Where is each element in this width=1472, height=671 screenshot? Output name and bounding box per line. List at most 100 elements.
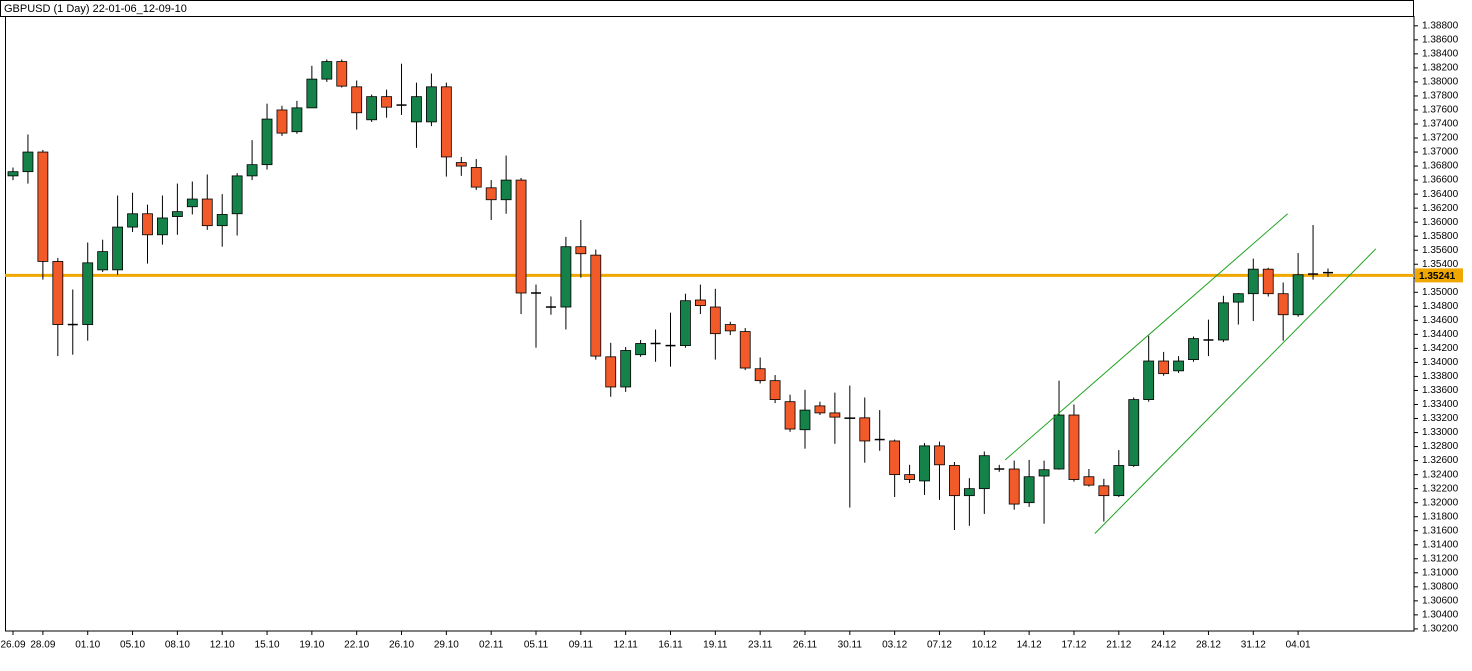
x-tick-label: 30.11 bbox=[838, 640, 863, 651]
candle-body bbox=[7, 171, 19, 177]
y-tick-label: 1.31600 bbox=[1422, 525, 1459, 536]
y-tick-label: 1.38800 bbox=[1422, 20, 1459, 31]
x-tick-label: 08.10 bbox=[165, 640, 190, 651]
x-tick-label: 26.10 bbox=[389, 640, 414, 651]
x-tick-label: 04.01 bbox=[1286, 640, 1311, 651]
x-tick-label: 10.12 bbox=[972, 640, 997, 651]
trend-line bbox=[1004, 213, 1288, 461]
candle-body bbox=[52, 261, 64, 325]
candle-body bbox=[978, 455, 990, 490]
candle-body bbox=[426, 86, 437, 123]
x-tick-label: 01.10 bbox=[75, 640, 100, 651]
candle-body bbox=[754, 368, 766, 382]
x-tick-label: 26.09 bbox=[0, 640, 25, 651]
y-tick-label: 1.37600 bbox=[1422, 105, 1459, 116]
candle-body bbox=[963, 488, 975, 497]
candle-body bbox=[171, 211, 183, 217]
y-tick-label: 1.38400 bbox=[1422, 49, 1459, 60]
candle-body bbox=[590, 254, 602, 357]
candle-body bbox=[276, 109, 288, 134]
x-tick-label: 19.11 bbox=[703, 640, 728, 651]
x-tick-label: 12.11 bbox=[614, 640, 639, 651]
x-tick-label: 26.11 bbox=[793, 640, 818, 651]
y-tick-label: 1.33800 bbox=[1422, 371, 1459, 382]
candle-body bbox=[127, 213, 138, 228]
y-tick-label: 1.31000 bbox=[1422, 567, 1459, 578]
candle-body bbox=[112, 226, 124, 271]
y-tick-label: 1.33600 bbox=[1422, 385, 1459, 396]
x-tick-label: 14.12 bbox=[1017, 640, 1042, 651]
y-tick-label: 1.34600 bbox=[1422, 315, 1459, 326]
candle-body bbox=[470, 167, 482, 188]
candle-body bbox=[620, 350, 632, 388]
y-tick-label: 1.34400 bbox=[1422, 329, 1459, 340]
y-tick-label: 1.37800 bbox=[1422, 91, 1459, 102]
candle-body bbox=[485, 187, 497, 201]
y-tick-label: 1.31800 bbox=[1422, 511, 1459, 522]
candle-body bbox=[321, 61, 333, 80]
candle-body bbox=[186, 198, 198, 208]
candle-body bbox=[246, 164, 258, 177]
candle-body bbox=[22, 151, 34, 173]
y-tick-label: 1.32800 bbox=[1422, 441, 1459, 452]
y-tick-label: 1.35600 bbox=[1422, 245, 1459, 256]
y-tick-label: 1.34200 bbox=[1422, 343, 1459, 354]
candle-body bbox=[1173, 360, 1184, 372]
candle-body bbox=[859, 417, 871, 442]
candle-body bbox=[1113, 465, 1125, 497]
candle-body bbox=[1083, 476, 1095, 486]
candle-body bbox=[1023, 476, 1035, 504]
x-tick-label: 22.10 bbox=[344, 640, 369, 651]
plot-frame bbox=[5, 16, 1415, 632]
y-tick-label: 1.38000 bbox=[1422, 77, 1459, 88]
candle-body bbox=[1098, 485, 1110, 497]
y-tick-label: 1.30400 bbox=[1422, 610, 1459, 621]
y-tick-label: 1.35800 bbox=[1422, 231, 1459, 242]
candle-body bbox=[366, 96, 378, 121]
y-tick-label: 1.30800 bbox=[1422, 581, 1459, 592]
x-tick-label: 05.10 bbox=[120, 640, 145, 651]
candle-body bbox=[351, 86, 363, 114]
candle-body bbox=[1008, 468, 1020, 505]
candle-body bbox=[1143, 360, 1155, 400]
candle-body bbox=[1188, 338, 1199, 361]
candle-body bbox=[560, 246, 572, 308]
candle-body bbox=[216, 214, 228, 227]
y-tick-label: 1.32200 bbox=[1422, 483, 1459, 494]
title-bar bbox=[0, 0, 1414, 17]
chart-title: GBPUSD (1 Day) 22-01-06_12-09-10 bbox=[4, 3, 187, 15]
candle-body bbox=[291, 107, 303, 133]
candle-body bbox=[515, 179, 527, 294]
y-tick-label: 1.33400 bbox=[1422, 399, 1459, 410]
candle-body bbox=[934, 445, 945, 466]
candle-body bbox=[814, 405, 826, 414]
candle-body bbox=[889, 440, 901, 476]
candle-body bbox=[500, 179, 512, 201]
candle-body bbox=[829, 412, 841, 418]
candle-body bbox=[1247, 268, 1259, 295]
x-tick-label: 28.09 bbox=[30, 640, 55, 651]
x-tick-label: 28.12 bbox=[1196, 640, 1221, 651]
x-tick-label: 03.12 bbox=[882, 640, 907, 651]
candle-body bbox=[1128, 399, 1140, 466]
candle-body bbox=[306, 78, 318, 109]
candle-body bbox=[844, 417, 856, 419]
y-tick-label: 1.37400 bbox=[1422, 119, 1459, 130]
y-tick-label: 1.34000 bbox=[1422, 357, 1459, 368]
candle-body bbox=[1277, 293, 1289, 316]
y-tick-label: 1.37000 bbox=[1422, 147, 1459, 158]
candle-body bbox=[201, 198, 213, 227]
candle-body bbox=[575, 246, 587, 255]
y-tick-label: 1.36600 bbox=[1422, 175, 1459, 186]
x-tick-label: 16.11 bbox=[658, 640, 683, 651]
y-tick-label: 1.32600 bbox=[1422, 455, 1459, 466]
y-tick-label: 1.32400 bbox=[1422, 469, 1459, 480]
candle-body bbox=[142, 213, 153, 236]
candle-body bbox=[97, 251, 109, 271]
candle-body bbox=[799, 409, 811, 431]
candle-body bbox=[261, 118, 273, 166]
candle-body bbox=[769, 380, 781, 400]
candle-body bbox=[1053, 414, 1065, 470]
y-tick-label: 1.30600 bbox=[1422, 595, 1459, 606]
